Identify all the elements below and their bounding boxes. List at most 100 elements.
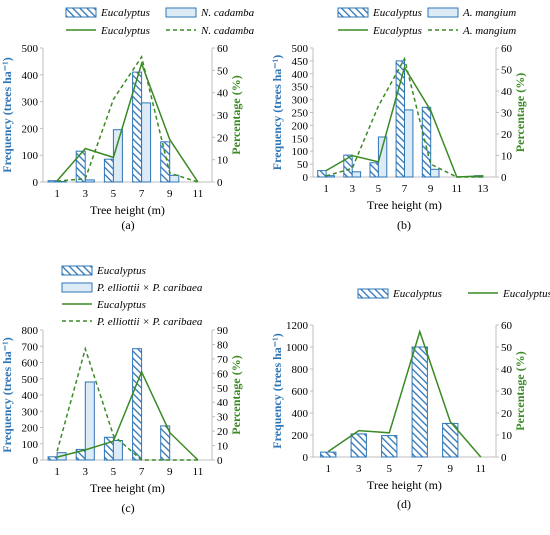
right-tick-label: 60 bbox=[501, 43, 513, 55]
legend-label: N. cadamba bbox=[200, 25, 255, 37]
x-tick-label: 9 bbox=[167, 466, 173, 478]
bar-hatched bbox=[47, 456, 58, 461]
bar-hatched bbox=[320, 451, 337, 458]
x-tick-label: 5 bbox=[111, 188, 117, 200]
x-tick-label: 11 bbox=[451, 183, 462, 195]
right-tick-label: 20 bbox=[217, 132, 229, 144]
x-tick-label: 1 bbox=[54, 466, 60, 478]
bar-light bbox=[169, 174, 180, 183]
right-tick-label: 50 bbox=[217, 65, 229, 77]
line-series-dashed bbox=[325, 56, 483, 178]
legend-swatch-hatched-bar bbox=[65, 7, 97, 18]
left-tick-label: 300 bbox=[292, 95, 309, 107]
legend-label: Eucalyptus bbox=[96, 299, 146, 311]
bar-hatched bbox=[350, 433, 367, 458]
right-axis-title: Percentage (%) bbox=[513, 73, 527, 152]
right-axis-title: Percentage (%) bbox=[229, 75, 243, 154]
left-tick-label: 1200 bbox=[286, 320, 309, 332]
left-tick-label: 1000 bbox=[286, 342, 309, 354]
legend-label: Eucalyptus bbox=[392, 288, 442, 300]
bar-light bbox=[377, 136, 388, 178]
right-tick-label: 60 bbox=[217, 43, 229, 55]
left-tick-label: 800 bbox=[292, 364, 309, 376]
bar-hatched bbox=[160, 141, 171, 183]
left-tick-label: 400 bbox=[22, 70, 39, 82]
bar-hatched bbox=[132, 348, 143, 461]
legend: Eucalyptus A. mangium Eucalyptus A. mangium bbox=[337, 7, 516, 37]
right-tick-label: 40 bbox=[217, 88, 229, 100]
legend-swatch-light-bar bbox=[427, 7, 459, 18]
right-tick-label: 30 bbox=[501, 386, 513, 398]
left-tick-label: 300 bbox=[22, 97, 39, 109]
legend-label: P. elliottii × P. caribaea bbox=[96, 316, 203, 328]
bar-light bbox=[430, 168, 440, 178]
right-tick-label: 10 bbox=[501, 151, 513, 163]
legend-label: Eucalyptus bbox=[372, 25, 422, 37]
left-tick-label: 0 bbox=[303, 452, 309, 464]
x-tick-label: 1 bbox=[326, 463, 332, 475]
legend-label: Eucalyptus bbox=[96, 265, 146, 277]
left-tick-label: 100 bbox=[22, 439, 39, 451]
chart-panel-b: 0501001502002503003504004505000102030405… bbox=[270, 7, 527, 232]
bar-light bbox=[404, 109, 414, 178]
bar-hatched bbox=[442, 422, 459, 458]
legend-label: Eucalyptus bbox=[372, 7, 422, 19]
left-axis-title: Frequency (trees ha⁻¹) bbox=[0, 337, 14, 452]
legend-label: Eucalyptus bbox=[100, 25, 150, 37]
right-tick-label: 30 bbox=[217, 110, 229, 122]
right-tick-label: 10 bbox=[217, 155, 229, 167]
line-series-dashed bbox=[57, 55, 199, 183]
right-tick-label: 0 bbox=[501, 172, 507, 184]
legend-label: N. cadamba bbox=[200, 7, 255, 19]
bar-light bbox=[141, 102, 152, 183]
x-tick-label: 13 bbox=[477, 183, 489, 195]
x-tick-label: 5 bbox=[387, 463, 393, 475]
x-axis-title: Tree height (m) bbox=[367, 478, 442, 492]
line-series-dashed bbox=[56, 346, 198, 461]
x-axis-title: Tree height (m) bbox=[90, 203, 165, 217]
right-tick-label: 30 bbox=[501, 108, 513, 120]
panel-label: (c) bbox=[121, 501, 134, 515]
legend-label: A. mangium bbox=[462, 25, 516, 37]
right-tick-label: 10 bbox=[217, 441, 229, 453]
x-tick-label: 7 bbox=[417, 463, 423, 475]
legend-swatch-light-bar bbox=[165, 7, 197, 18]
left-tick-label: 200 bbox=[292, 430, 309, 442]
right-tick-label: 40 bbox=[501, 364, 513, 376]
right-tick-label: 20 bbox=[217, 426, 229, 438]
bar-hatched bbox=[75, 150, 86, 183]
left-tick-label: 250 bbox=[292, 108, 309, 120]
x-tick-label: 1 bbox=[323, 183, 329, 195]
x-tick-label: 11 bbox=[193, 466, 204, 478]
x-tick-label: 3 bbox=[83, 188, 89, 200]
right-tick-label: 30 bbox=[217, 412, 229, 424]
legend: Eucalyptus N. cadamba Eucalyptus N. cadamba bbox=[65, 7, 255, 37]
left-tick-label: 200 bbox=[292, 120, 309, 132]
left-tick-label: 300 bbox=[22, 406, 39, 418]
bar-hatched bbox=[343, 154, 353, 178]
x-tick-label: 1 bbox=[54, 188, 60, 200]
right-tick-label: 40 bbox=[501, 86, 513, 98]
line-series-solid bbox=[56, 61, 199, 183]
chart-panel-a: 0 100 200 300 400 500 0 10 20 30 40 50 60 1 3 5 7 9 11 Freq… bbox=[0, 7, 255, 232]
left-tick-label: 500 bbox=[22, 43, 39, 55]
left-tick-label: 700 bbox=[22, 341, 39, 353]
legend: Eucalyptus P. elliottii × P. caribaea Euca… bbox=[61, 265, 203, 328]
line-series-solid bbox=[327, 329, 482, 458]
left-axis-title: Frequency (trees ha⁻¹) bbox=[270, 55, 284, 170]
right-tick-label: 50 bbox=[501, 342, 513, 354]
left-tick-label: 500 bbox=[292, 43, 309, 55]
left-axis-title: Frequency (trees ha⁻¹) bbox=[270, 333, 284, 448]
bar-light bbox=[325, 175, 336, 178]
legend-label: Eucalyptus bbox=[100, 7, 150, 19]
x-tick-label: 7 bbox=[139, 466, 145, 478]
bar-hatched bbox=[421, 106, 432, 178]
bar-hatched bbox=[47, 180, 58, 183]
x-tick-label: 9 bbox=[428, 183, 434, 195]
left-tick-label: 0 bbox=[303, 172, 309, 184]
x-tick-label: 3 bbox=[356, 463, 362, 475]
left-tick-label: 150 bbox=[292, 133, 309, 145]
legend-swatch-hatched-bar bbox=[357, 288, 389, 299]
left-tick-label: 50 bbox=[297, 159, 309, 171]
